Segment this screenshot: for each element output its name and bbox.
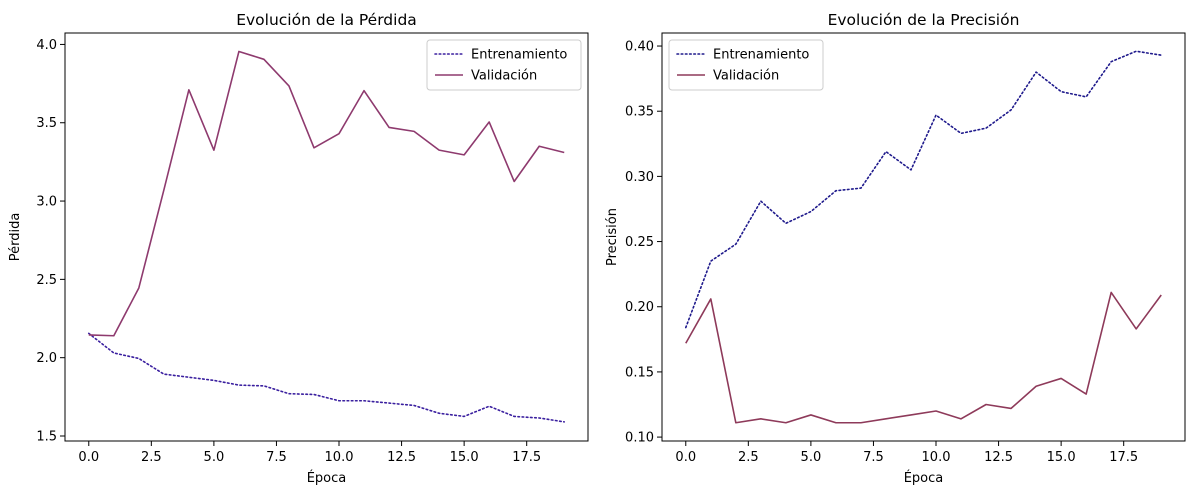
x-axis-label: Época [307, 470, 347, 486]
y-tick-label: 4.0 [36, 38, 57, 53]
series-line-validacion [88, 50, 565, 337]
x-tick-label: 17.5 [512, 450, 541, 465]
series-line-entrenamiento [87, 332, 566, 423]
y-tick-label: 0.10 [625, 431, 654, 446]
series-line-validacion [685, 291, 1162, 424]
x-axis-label: Época [904, 470, 944, 486]
y-tick-label: 0.15 [625, 365, 654, 380]
plot-frame [64, 32, 589, 442]
legend: Entrenamiento Validación [668, 39, 824, 91]
x-tick-label: 2.5 [738, 450, 759, 465]
legend: Entrenamiento Validación [426, 39, 582, 91]
y-tick-label: 3.0 [36, 195, 57, 210]
x-tick-label: 2.5 [141, 450, 162, 465]
x-tick-label: 5.0 [204, 450, 225, 465]
x-tick-label: 7.5 [266, 450, 287, 465]
y-tick-label: 3.5 [36, 116, 57, 131]
legend-entry-label: Validación [471, 69, 537, 84]
y-axis-label: Pérdida [8, 213, 23, 262]
y-tick-label: 0.25 [625, 235, 654, 250]
chart-panel-2: Evolución de la Precisión 0.0 2.5 5.0 7.5 10.… [605, 11, 1186, 486]
x-tick-label: 10.0 [922, 450, 951, 465]
y-tick-label: 0.20 [625, 300, 654, 315]
legend-entry-label: Validación [713, 69, 779, 84]
legend-box [668, 39, 824, 91]
y-tick-label: 2.0 [36, 351, 57, 366]
x-tick-label: 15.0 [1047, 450, 1076, 465]
x-tick-label: 17.5 [1109, 450, 1138, 465]
x-tick-label: 5.0 [801, 450, 822, 465]
legend-box [426, 39, 582, 91]
y-tick-label: 0.30 [625, 170, 654, 185]
x-tick-label: 7.5 [863, 450, 884, 465]
x-tick-label: 12.5 [984, 450, 1013, 465]
x-tick-label: 15.0 [450, 450, 479, 465]
y-tick-label: 1.5 [36, 429, 57, 444]
y-axis-label: Precisión [605, 208, 620, 266]
chart-title: Evolución de la Pérdida [236, 11, 417, 29]
plot-frame [661, 32, 1186, 442]
x-tick-label: 0.0 [675, 450, 696, 465]
series-line-entrenamiento [684, 50, 1163, 329]
y-tick-label: 0.35 [625, 105, 654, 120]
legend-entry-label: Entrenamiento [713, 48, 809, 63]
x-tick-label: 0.0 [78, 450, 99, 465]
chart-title: Evolución de la Precisión [828, 11, 1020, 29]
legend-entry-label: Entrenamiento [471, 48, 567, 63]
y-tick-label: 0.40 [625, 40, 654, 55]
x-tick-label: 12.5 [387, 450, 416, 465]
y-tick-label: 2.5 [36, 273, 57, 288]
x-tick-label: 10.0 [325, 450, 354, 465]
chart-panel-1: Evolución de la Pérdida 0.0 2.5 5.0 7.5 10.0 1… [8, 11, 589, 486]
